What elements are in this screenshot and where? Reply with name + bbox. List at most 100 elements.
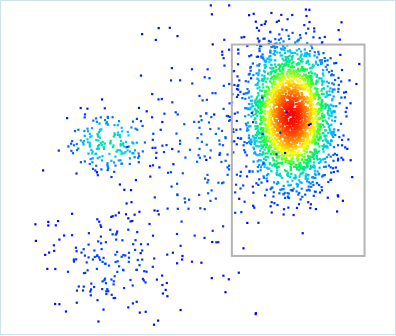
event-point	[161, 274, 164, 277]
event-point	[317, 161, 320, 164]
event-point	[316, 56, 319, 59]
event-point	[293, 165, 296, 168]
event-point	[308, 157, 311, 160]
event-point	[327, 180, 330, 184]
event-point	[324, 107, 327, 110]
event-point	[245, 142, 248, 145]
event-point	[296, 84, 299, 87]
event-point	[139, 74, 143, 77]
event-point	[171, 251, 174, 254]
event-point	[289, 145, 292, 148]
event-point	[277, 114, 281, 117]
event-point	[314, 135, 317, 138]
event-point	[289, 152, 292, 155]
event-point	[200, 140, 203, 143]
event-point	[282, 208, 286, 211]
event-point	[296, 40, 299, 43]
event-point	[258, 145, 261, 148]
event-point	[284, 123, 287, 126]
event-point	[101, 140, 104, 143]
event-point	[325, 156, 328, 159]
event-point	[303, 152, 306, 155]
event-point	[308, 85, 311, 88]
event-point	[274, 147, 278, 150]
event-point	[279, 174, 282, 178]
event-point	[300, 132, 303, 135]
event-point	[274, 104, 277, 107]
event-point	[324, 95, 327, 98]
event-point	[300, 104, 303, 107]
event-point	[295, 78, 299, 81]
event-point	[324, 65, 327, 68]
event-point	[301, 60, 304, 63]
event-point	[233, 83, 236, 87]
event-point	[301, 74, 304, 78]
event-point	[312, 130, 315, 133]
event-point	[110, 293, 113, 296]
event-point	[306, 136, 309, 139]
event-point	[284, 59, 287, 62]
event-point	[110, 159, 113, 162]
event-point	[307, 75, 310, 78]
event-point	[305, 139, 308, 142]
gate-rectangle[interactable]	[230, 43, 366, 257]
event-point	[307, 201, 310, 204]
event-point	[250, 111, 253, 115]
event-point	[270, 92, 273, 95]
event-point	[304, 158, 307, 161]
event-point	[262, 100, 265, 103]
event-point	[317, 63, 320, 66]
event-point	[292, 122, 295, 125]
event-point	[304, 177, 307, 180]
event-point	[272, 134, 275, 137]
event-point	[286, 171, 289, 174]
event-point	[268, 60, 271, 63]
event-point	[244, 122, 247, 125]
event-point	[340, 156, 343, 159]
event-point	[113, 133, 116, 136]
event-point	[294, 103, 297, 106]
event-point	[305, 143, 309, 146]
event-point	[109, 141, 112, 144]
event-point	[278, 141, 281, 145]
event-point	[313, 126, 316, 129]
event-point	[332, 153, 335, 157]
event-point	[312, 134, 315, 137]
event-point	[54, 267, 57, 271]
event-point	[257, 72, 260, 75]
event-point	[203, 236, 206, 239]
event-point	[148, 222, 151, 226]
event-point	[305, 162, 308, 165]
event-point	[323, 134, 326, 137]
event-point	[310, 103, 313, 106]
event-point	[273, 87, 276, 90]
event-point	[292, 86, 295, 89]
event-point	[266, 128, 269, 131]
event-point	[139, 120, 143, 123]
event-point	[138, 154, 141, 158]
event-point	[171, 101, 174, 104]
event-point	[268, 101, 271, 104]
event-point	[302, 70, 306, 73]
event-point	[252, 12, 255, 15]
event-point	[256, 37, 259, 40]
event-point	[329, 155, 332, 158]
event-point	[235, 128, 238, 131]
event-point	[321, 123, 324, 126]
event-point	[248, 102, 251, 106]
event-point	[307, 123, 310, 127]
event-point	[262, 157, 265, 160]
event-point	[66, 270, 70, 273]
event-point	[252, 74, 255, 77]
event-point	[205, 98, 208, 101]
event-point	[268, 55, 271, 58]
event-point	[131, 141, 134, 144]
event-point	[297, 102, 300, 105]
event-point	[305, 109, 308, 112]
event-point	[260, 128, 263, 131]
event-point	[292, 97, 295, 100]
event-point	[75, 301, 78, 304]
event-point	[273, 53, 277, 56]
event-point	[348, 79, 351, 82]
event-point	[312, 64, 315, 67]
